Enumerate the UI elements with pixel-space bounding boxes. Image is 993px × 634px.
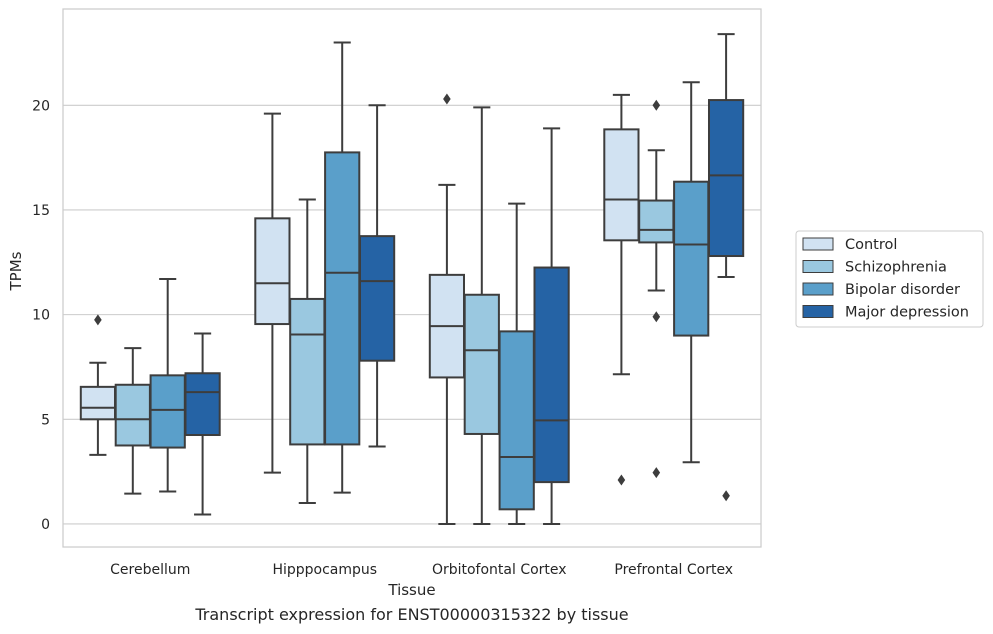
box xyxy=(184,372,221,437)
box-group xyxy=(184,332,221,516)
outlier-point xyxy=(652,311,661,323)
box-group xyxy=(638,99,675,479)
legend-label: Major depression xyxy=(845,305,969,321)
box xyxy=(289,297,326,446)
y-tick-label: 10 xyxy=(32,308,50,324)
y-axis-label: TPMs xyxy=(7,251,25,291)
box-group xyxy=(463,106,500,525)
legend: Control Schizophrenia Bipolar disorder Majo… xyxy=(795,230,984,328)
legend-swatch xyxy=(802,305,834,318)
box xyxy=(603,128,640,242)
box-group xyxy=(114,347,151,495)
box-group xyxy=(533,127,570,525)
box-group xyxy=(289,198,326,505)
box-group xyxy=(149,278,186,493)
x-axis-label: Tissue xyxy=(387,581,435,599)
legend-frame xyxy=(795,230,984,328)
legend-label: Bipolar disorder xyxy=(845,282,960,298)
box xyxy=(79,385,117,421)
box xyxy=(498,330,535,511)
boxes xyxy=(79,33,745,525)
box xyxy=(254,217,291,326)
legend-swatch xyxy=(802,237,834,251)
y-tick-label: 5 xyxy=(41,412,50,428)
outlier-point xyxy=(617,474,626,486)
box xyxy=(463,293,500,435)
y-tick-labels: 0 5 10 15 20 xyxy=(32,98,50,533)
figure-caption: Transcript expression for ENST0000031532… xyxy=(195,605,629,624)
box-group xyxy=(324,41,361,494)
x-tick-label: Prefrontal Cortex xyxy=(614,562,733,578)
box-group xyxy=(79,314,117,456)
y-tick-label: 15 xyxy=(32,203,50,219)
y-tick-label: 20 xyxy=(32,98,50,114)
outlier-point xyxy=(722,490,730,502)
box xyxy=(638,199,675,244)
box xyxy=(533,266,570,484)
box-group xyxy=(673,81,710,464)
box xyxy=(673,180,710,337)
box xyxy=(358,235,396,362)
plot-frame xyxy=(62,8,762,548)
legend-label: Control xyxy=(845,237,897,253)
box-group xyxy=(254,112,291,474)
box xyxy=(149,374,186,449)
legend-swatch xyxy=(802,282,834,296)
x-tick-label: Hipppocampus xyxy=(272,562,377,578)
y-tick-label: 0 xyxy=(41,517,50,533)
box xyxy=(114,383,151,447)
box-group xyxy=(358,104,396,448)
box xyxy=(707,99,745,258)
outlier-point xyxy=(443,93,451,105)
box-group xyxy=(603,93,640,486)
legend-label: Schizophrenia xyxy=(845,260,947,276)
box-group xyxy=(498,202,535,525)
outlier-point xyxy=(652,467,661,479)
box-group xyxy=(428,93,466,525)
box-group xyxy=(707,33,745,502)
x-tick-labels: Cerebellum Hipppocampus Orbitofontal Corte… xyxy=(110,562,733,578)
outlier-point xyxy=(94,314,102,326)
legend-swatch xyxy=(802,260,834,273)
x-tick-label: Orbitofontal Cortex xyxy=(432,562,567,578)
outlier-point xyxy=(652,99,661,111)
box xyxy=(324,151,361,446)
x-tick-label: Cerebellum xyxy=(110,562,190,578)
